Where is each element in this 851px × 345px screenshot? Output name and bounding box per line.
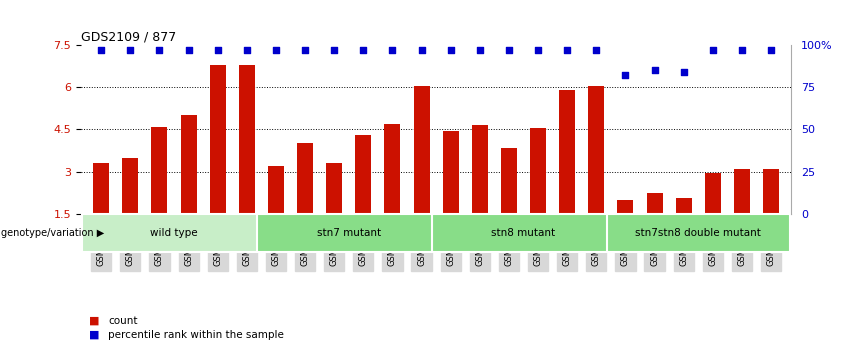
Bar: [763, 169, 779, 214]
Bar: [559, 90, 575, 214]
Point: [706, 47, 720, 53]
Text: GDS2109 / 877: GDS2109 / 877: [81, 31, 176, 44]
Bar: [443, 131, 459, 214]
Bar: [239, 65, 254, 214]
Bar: [83, 214, 266, 252]
Bar: [385, 124, 401, 214]
Point: [590, 47, 603, 53]
Text: stn7 mutant: stn7 mutant: [317, 228, 381, 238]
Bar: [618, 200, 633, 214]
Bar: [268, 166, 284, 214]
Text: ■: ■: [89, 316, 100, 326]
Bar: [297, 144, 313, 214]
Bar: [414, 86, 430, 214]
Bar: [471, 125, 488, 214]
Text: wild type: wild type: [151, 228, 197, 238]
Bar: [607, 214, 790, 252]
Bar: [209, 65, 226, 214]
Text: percentile rank within the sample: percentile rank within the sample: [108, 330, 284, 339]
Point: [560, 47, 574, 53]
Text: stn7stn8 double mutant: stn7stn8 double mutant: [636, 228, 761, 238]
Bar: [151, 127, 168, 214]
Bar: [180, 115, 197, 214]
Point: [299, 47, 312, 53]
Point: [386, 47, 399, 53]
Point: [94, 47, 108, 53]
Bar: [431, 214, 615, 252]
Bar: [501, 148, 517, 214]
Point: [473, 47, 487, 53]
Text: count: count: [108, 316, 138, 326]
Bar: [647, 193, 663, 214]
Point: [531, 47, 545, 53]
Bar: [123, 158, 139, 214]
Bar: [676, 198, 692, 214]
Bar: [588, 86, 604, 214]
Point: [444, 47, 458, 53]
Point: [677, 69, 690, 75]
Bar: [530, 128, 546, 214]
Text: stn8 mutant: stn8 mutant: [491, 228, 556, 238]
Point: [414, 47, 428, 53]
Point: [764, 47, 778, 53]
Point: [648, 67, 661, 73]
Bar: [356, 135, 371, 214]
Point: [240, 47, 254, 53]
Bar: [705, 173, 721, 214]
Point: [182, 47, 196, 53]
Point: [123, 47, 137, 53]
Bar: [257, 214, 441, 252]
Bar: [734, 169, 750, 214]
Bar: [94, 163, 109, 214]
Bar: [326, 163, 342, 214]
Point: [269, 47, 283, 53]
Point: [328, 47, 341, 53]
Text: ■: ■: [89, 330, 100, 339]
Point: [357, 47, 370, 53]
Point: [735, 47, 749, 53]
Point: [211, 47, 225, 53]
Text: genotype/variation ▶: genotype/variation ▶: [1, 228, 104, 238]
Point: [502, 47, 516, 53]
Point: [619, 72, 632, 78]
Point: [152, 47, 166, 53]
